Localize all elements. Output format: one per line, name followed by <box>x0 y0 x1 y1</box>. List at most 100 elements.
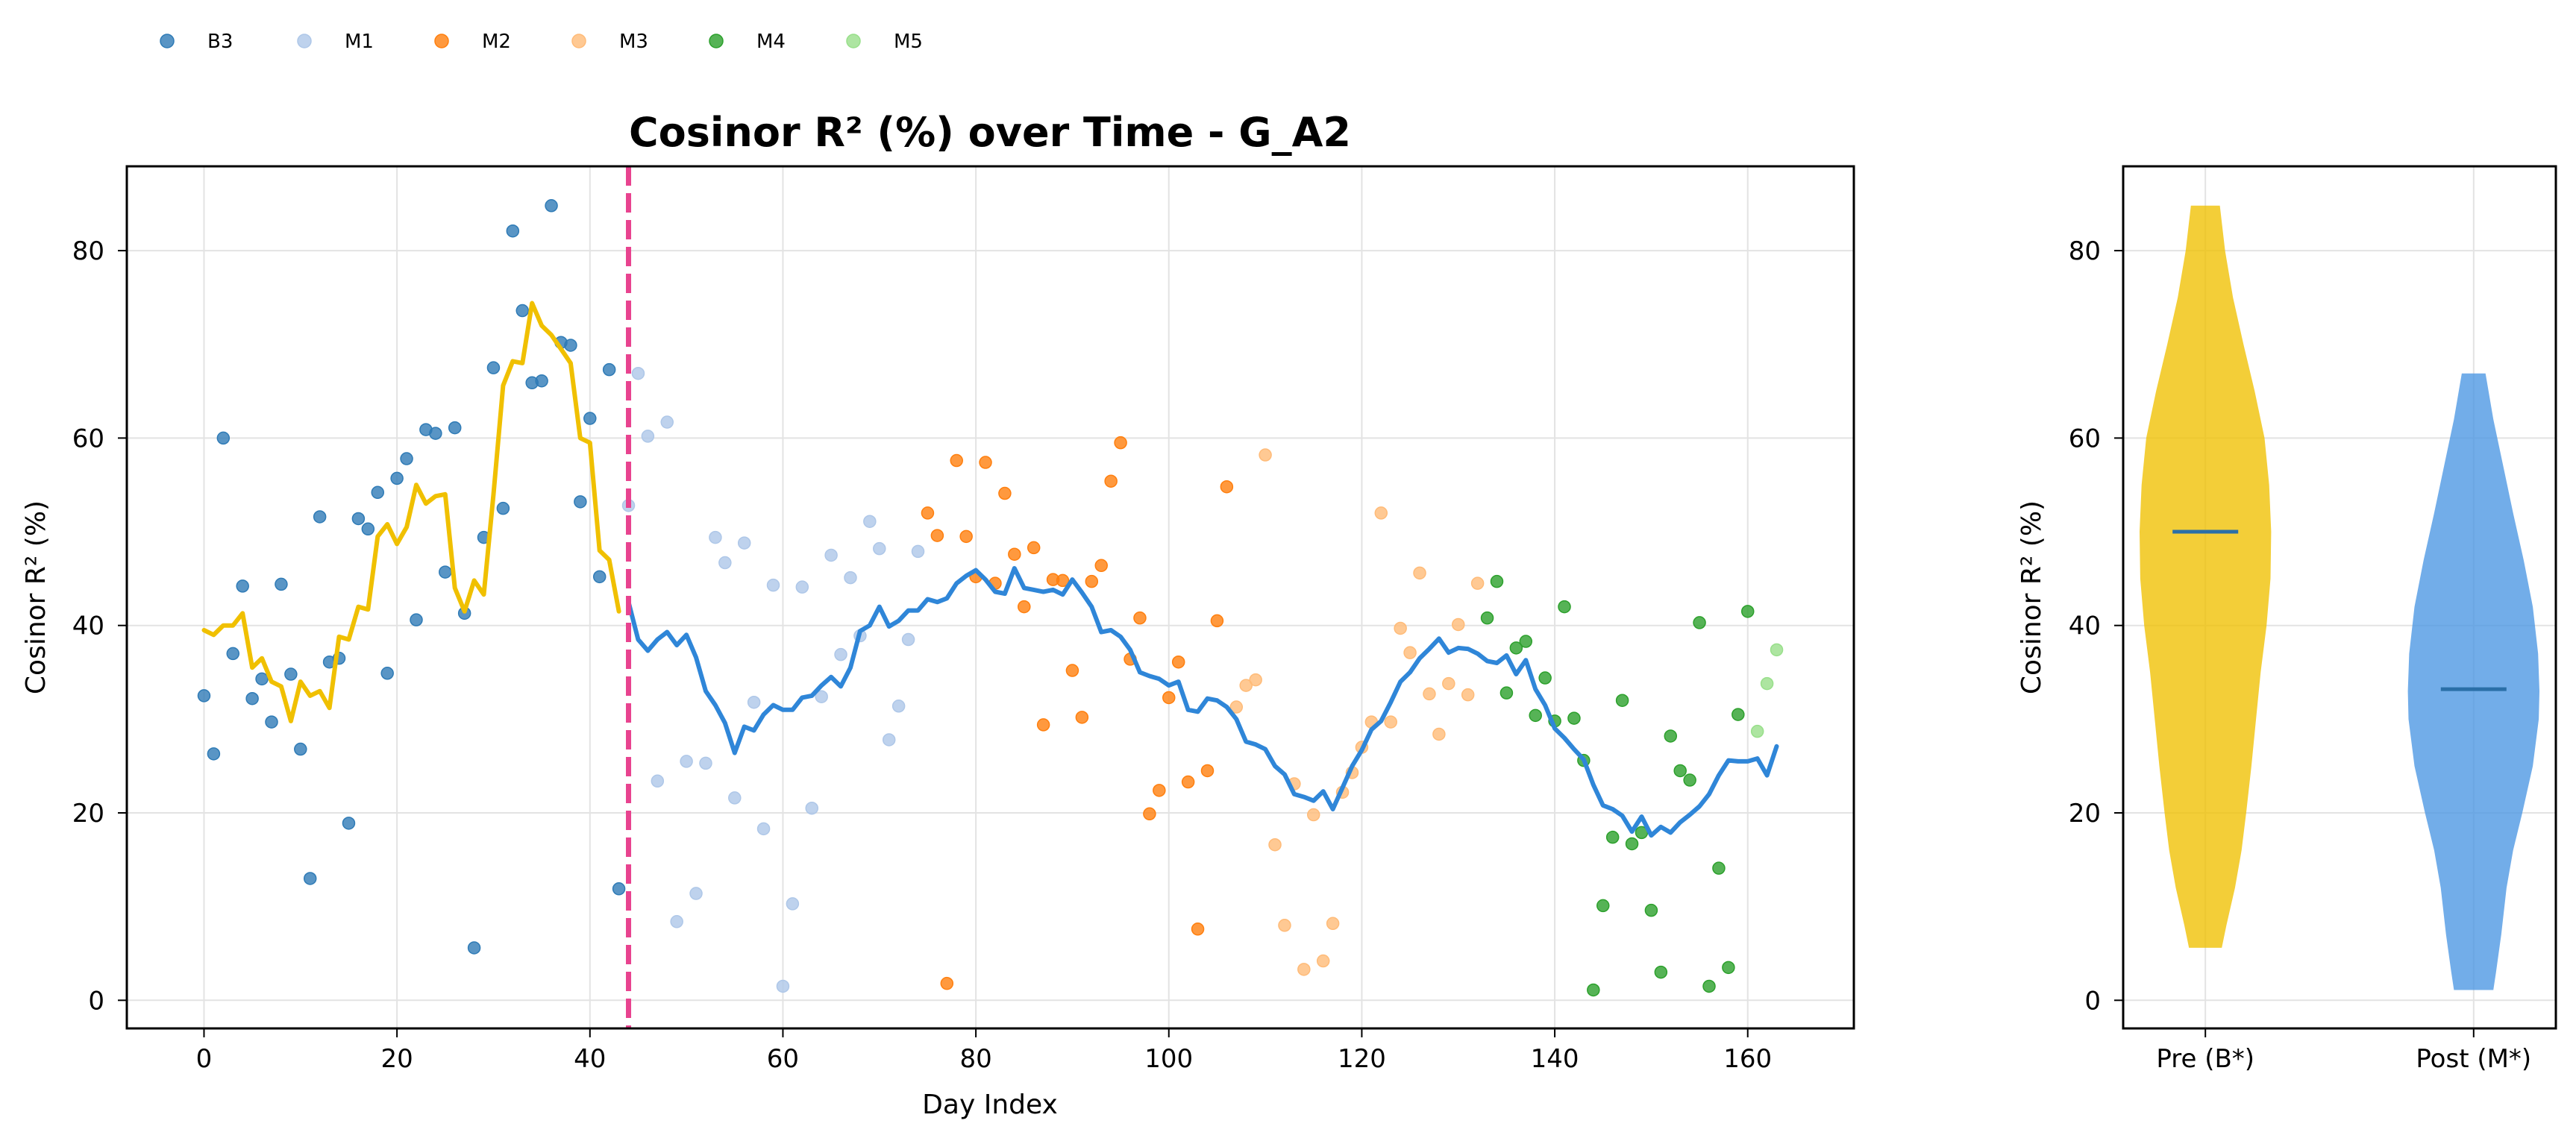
x-tick-label: 0 <box>196 1044 213 1074</box>
pre-rolling-mean-line <box>201 301 621 723</box>
main-chart: Cosinor R² (%) over Time - G_A2 0 20 40 60 8… <box>21 109 1855 1120</box>
legend-marker-m4 <box>709 34 724 48</box>
data-point-m1 <box>873 541 886 556</box>
legend: B3 M1 M2 M3 M4 M5 <box>160 31 923 53</box>
data-point-b3 <box>371 485 385 500</box>
data-point-m4 <box>1693 616 1706 629</box>
data-point-m4 <box>1538 671 1552 685</box>
data-point-m4 <box>1732 708 1745 721</box>
data-point-m1 <box>786 897 800 911</box>
data-point-m3 <box>1239 679 1253 692</box>
data-point-b3 <box>255 672 269 686</box>
data-point-b3 <box>467 941 481 955</box>
series-m4 <box>1480 574 1755 997</box>
data-point-m2 <box>930 529 944 542</box>
data-point-b3 <box>439 565 452 579</box>
violin-plot-frame <box>2122 165 2557 1030</box>
data-point-m1 <box>795 580 809 594</box>
data-point-m1 <box>776 979 790 993</box>
legend-marker-b3 <box>160 34 175 48</box>
data-point-m3 <box>1326 917 1340 931</box>
data-point-m1 <box>882 733 896 747</box>
data-point-m1 <box>766 578 780 592</box>
data-point-m2 <box>1056 573 1070 588</box>
data-point-b3 <box>351 512 366 526</box>
violin-y-tick-label: 20 <box>2069 799 2101 829</box>
data-point-m2 <box>1133 611 1147 625</box>
data-point-m2 <box>940 976 954 990</box>
data-point-m3 <box>1374 506 1388 520</box>
data-point-m4 <box>1615 694 1629 707</box>
data-point-m1 <box>670 915 683 928</box>
violin-axis-ticks: 0 20 40 60 80 Pre (B*) Post (M*) <box>2069 236 2531 1074</box>
data-point-m1 <box>911 544 925 559</box>
data-point-m2 <box>1114 436 1127 450</box>
data-point-m4 <box>1702 979 1716 993</box>
legend-marker-m2 <box>434 34 449 48</box>
data-point-m2 <box>1018 600 1031 614</box>
data-point-m3 <box>1423 687 1436 701</box>
data-point-m1 <box>631 366 645 380</box>
main-gridlines <box>127 166 1854 1028</box>
data-point-b3 <box>612 882 626 896</box>
data-point-b3 <box>592 570 607 584</box>
data-point-m2 <box>1181 775 1195 789</box>
data-point-m3 <box>1403 646 1417 659</box>
data-point-m1 <box>844 571 857 585</box>
data-point-m2 <box>979 456 992 469</box>
data-point-m1 <box>863 515 877 528</box>
data-point-b3 <box>602 362 616 377</box>
data-point-b3 <box>361 522 375 536</box>
y-tick-label: 40 <box>72 612 104 641</box>
data-point-m1 <box>728 791 742 805</box>
violin-y-tick-label: 0 <box>2084 986 2101 1016</box>
data-point-m1 <box>709 530 722 544</box>
data-point-m3 <box>1297 963 1311 976</box>
data-point-b3 <box>265 715 278 729</box>
series-m2 <box>921 436 1234 990</box>
data-point-b3 <box>506 224 520 238</box>
legend-marker-m1 <box>297 34 312 48</box>
legend-label-m4: M4 <box>756 31 786 53</box>
data-point-m2 <box>1191 923 1205 936</box>
data-point-b3 <box>535 374 548 388</box>
data-point-m4 <box>1625 837 1639 851</box>
data-point-m5 <box>1750 724 1764 738</box>
violin-body <box>2140 205 2272 948</box>
y-tick-label: 0 <box>88 986 104 1016</box>
data-point-m4 <box>1654 965 1668 979</box>
data-point-b3 <box>275 577 288 591</box>
violin-marks <box>2140 205 2539 990</box>
data-point-m4 <box>1605 830 1620 844</box>
data-point-b3 <box>294 742 307 756</box>
data-point-m3 <box>1259 448 1272 462</box>
data-point-m2 <box>1008 547 1021 561</box>
data-point-m2 <box>1085 574 1099 588</box>
data-point-m1 <box>718 556 732 570</box>
data-point-m2 <box>1094 559 1108 573</box>
y-tick-label: 20 <box>72 799 104 829</box>
data-point-b3 <box>545 199 558 213</box>
data-point-b3 <box>236 579 249 593</box>
data-point-m4 <box>1722 961 1735 975</box>
data-point-b3 <box>583 412 597 425</box>
data-point-m1 <box>815 690 828 703</box>
x-tick-label: 140 <box>1531 1044 1579 1074</box>
violin-y-tick-label: 60 <box>2069 424 2101 453</box>
data-point-m4 <box>1664 729 1678 743</box>
data-point-m3 <box>1442 676 1455 691</box>
data-point-b3 <box>226 647 240 661</box>
data-point-m2 <box>1162 691 1176 705</box>
series-b3 <box>197 199 626 955</box>
data-point-m3 <box>1394 621 1407 635</box>
violin-y-tick-label: 40 <box>2069 612 2101 641</box>
data-point-m4 <box>1712 861 1726 875</box>
series-m1 <box>621 366 925 993</box>
data-point-m2 <box>1027 541 1041 555</box>
x-tick-label: 40 <box>574 1044 606 1074</box>
data-point-m4 <box>1509 641 1523 655</box>
data-point-m1 <box>901 632 915 647</box>
data-point-m1 <box>680 755 693 768</box>
data-point-m1 <box>651 774 665 788</box>
violin-y-tick-label: 80 <box>2069 236 2101 266</box>
